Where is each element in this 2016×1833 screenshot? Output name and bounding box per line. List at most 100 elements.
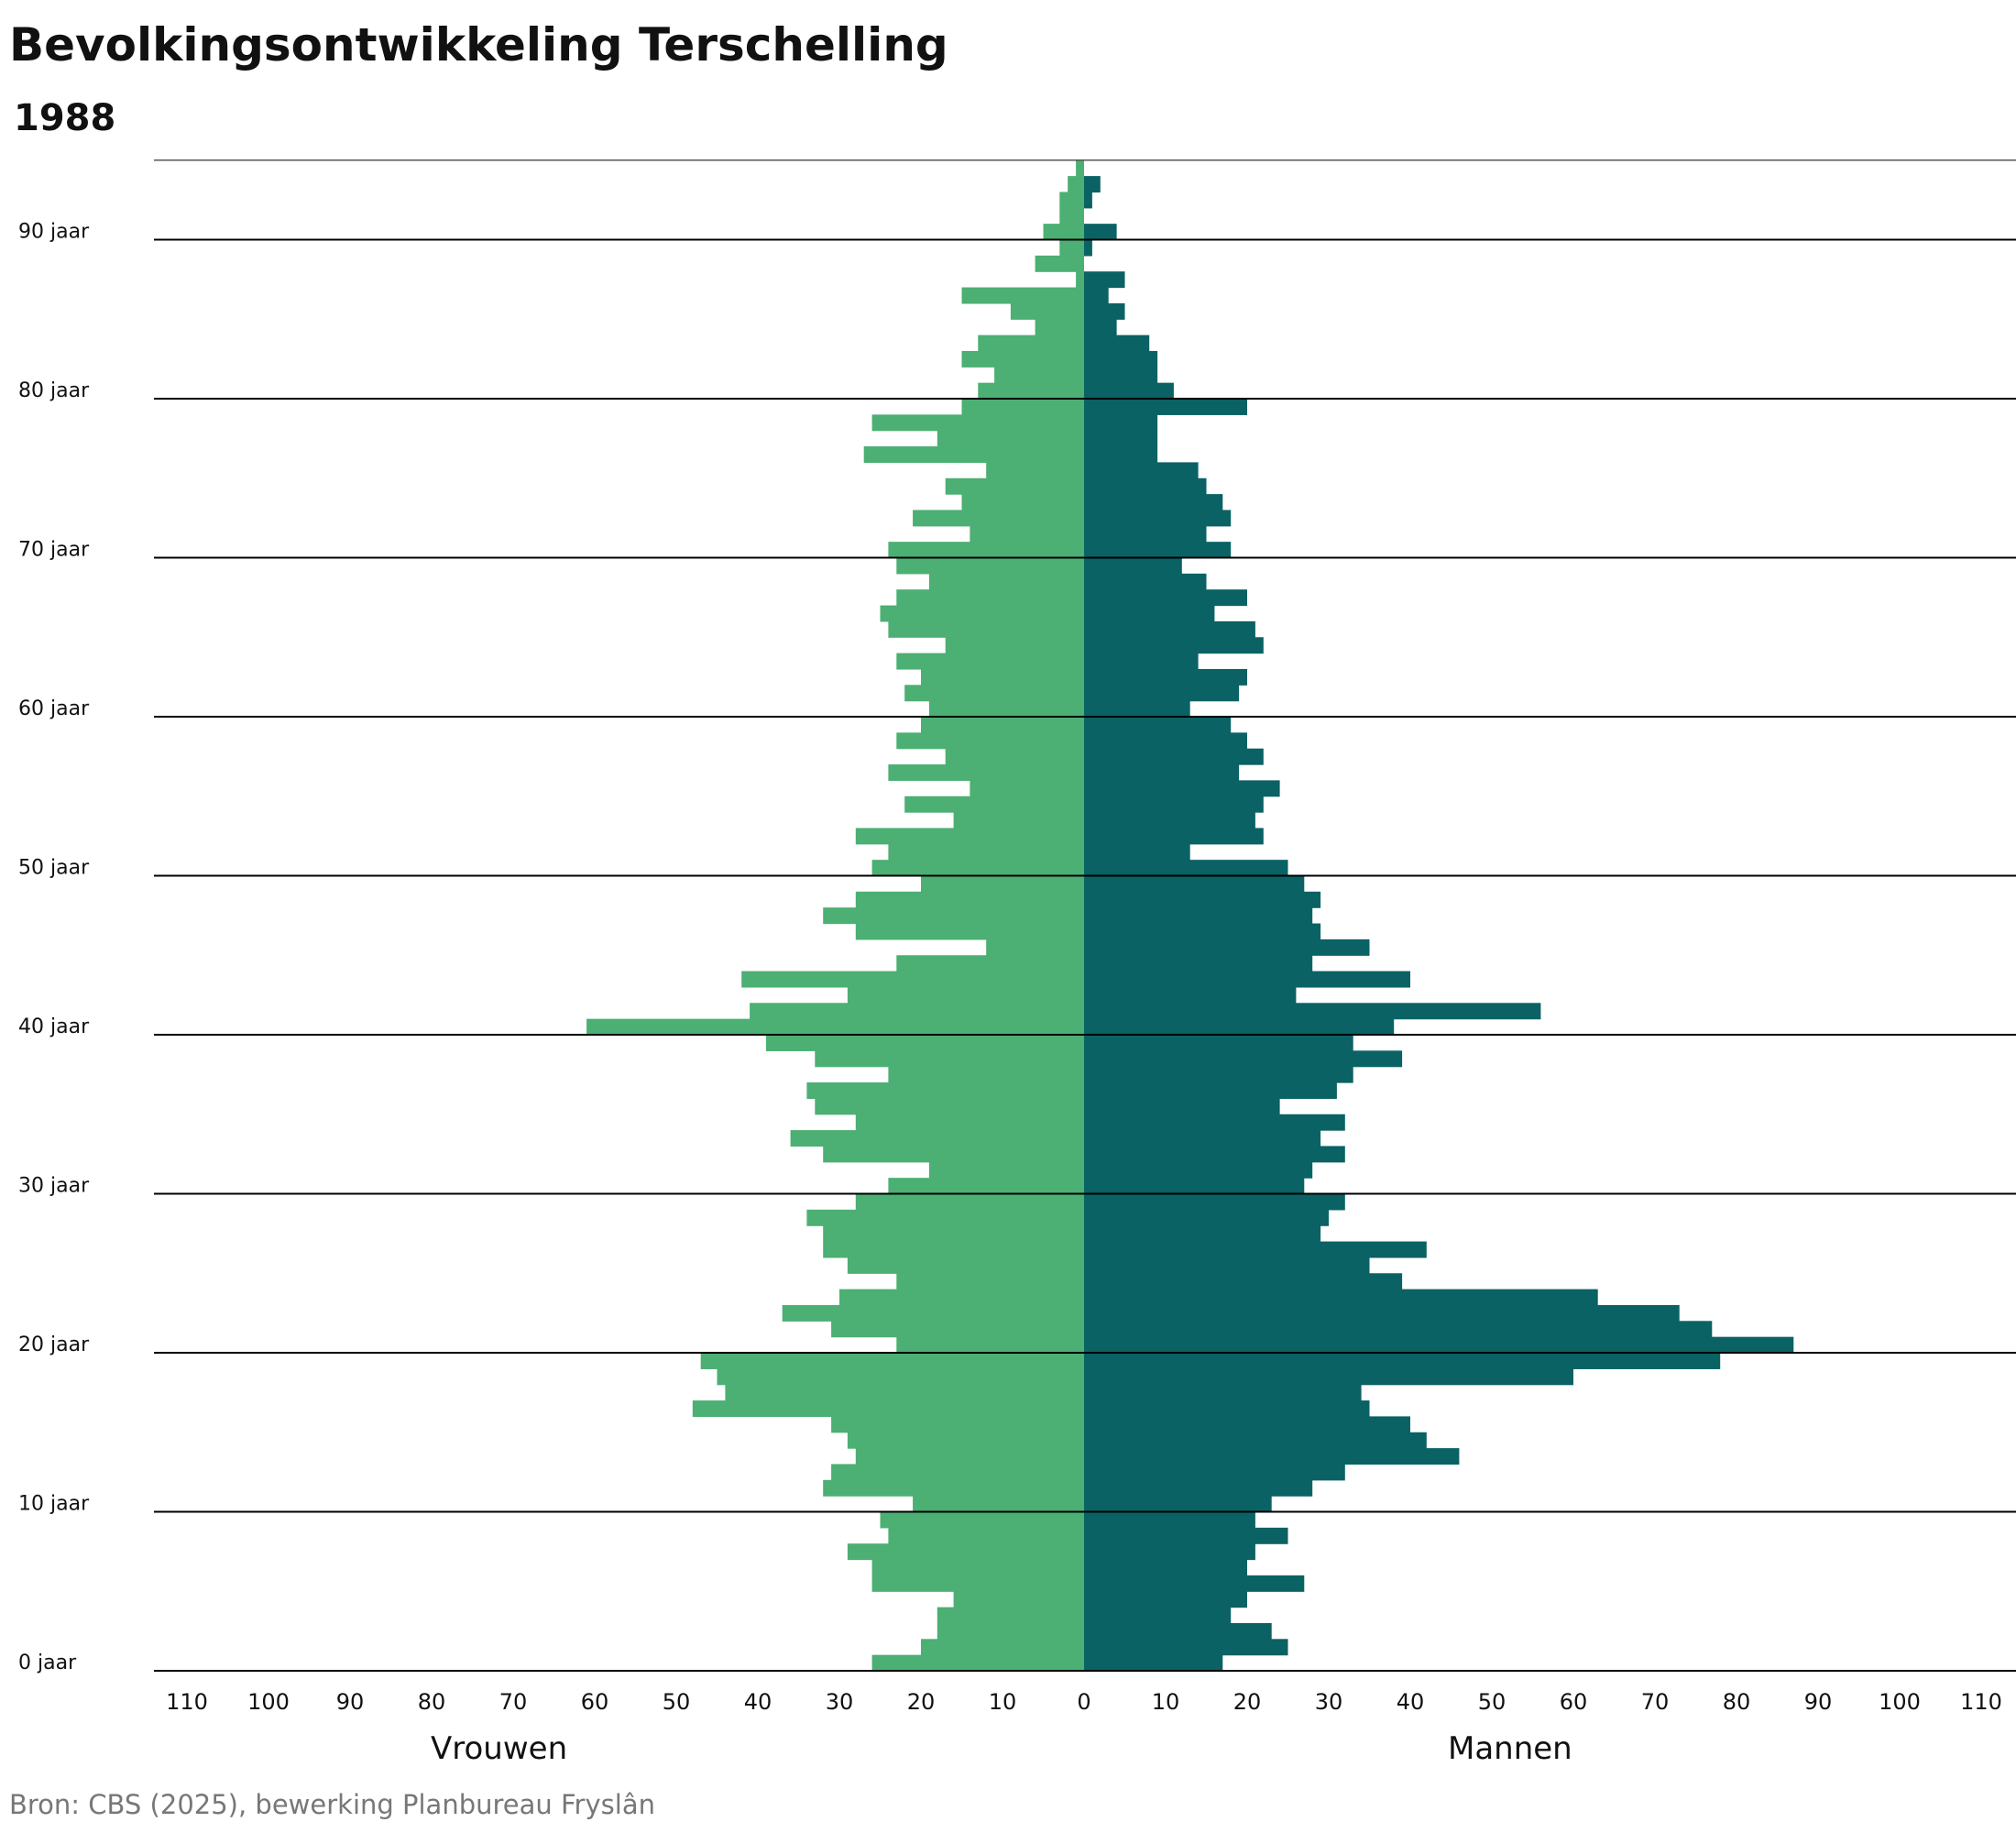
vrouwen-bar-age-66 [880,605,1084,622]
mannen-bar-age-92 [1084,192,1092,209]
mannen-bar-age-41 [1084,1003,1541,1020]
mannen-bar-age-90 [1084,224,1117,241]
mannen-bar-age-62 [1084,668,1247,686]
vrouwen-bar-age-45 [986,938,1084,956]
mannen-bar-age-38 [1084,1050,1403,1068]
mannen-bar-age-78 [1084,414,1158,432]
mannen-bar-age-0 [1084,1654,1223,1672]
mannen-bar-age-64 [1084,637,1264,654]
vrouwen-bar-age-14 [847,1432,1084,1449]
vrouwen-bar-age-6 [871,1559,1084,1576]
vrouwen-bar-age-65 [888,620,1084,638]
mannen-bar-age-77 [1084,430,1158,447]
vrouwen-bar-age-17 [725,1384,1084,1401]
vrouwen-bars [586,159,1084,1672]
x-tick-label: 0 [1077,1689,1090,1715]
vrouwen-bar-age-60 [928,700,1084,718]
mannen-bar-age-79 [1084,399,1247,415]
vrouwen-bar-age-73 [961,494,1084,511]
vrouwen-bar-age-16 [692,1400,1084,1417]
mannen-bar-age-86 [1084,287,1109,304]
y-tick-label: 60 jaar [18,697,90,720]
mannen-bar-age-71 [1084,525,1207,543]
vrouwen-bar-age-62 [921,668,1084,686]
vrouwen-bar-age-4 [953,1591,1084,1608]
x-tick-label: 100 [247,1689,290,1715]
vrouwen-bar-age-42 [847,986,1084,1004]
x-tick-label: 50 [1478,1689,1507,1715]
vrouwen-bar-age-82 [961,350,1084,368]
x-tick-label: 20 [907,1689,936,1715]
vrouwen-bar-age-54 [904,796,1084,813]
vrouwen-bar-age-11 [823,1479,1084,1497]
mannen-bar-age-30 [1084,1178,1305,1195]
mannen-bar-age-45 [1084,938,1370,956]
vrouwen-bar-age-68 [928,573,1084,590]
mannen-bar-age-23 [1084,1289,1598,1306]
vrouwen-bar-age-7 [847,1543,1084,1561]
mannen-bar-age-39 [1084,1035,1353,1051]
mannen-bar-age-2 [1084,1622,1272,1640]
mannen-bar-age-61 [1084,685,1240,702]
mannen-bar-age-18 [1084,1368,1573,1386]
vrouwen-bar-age-79 [961,399,1084,415]
mannen-bar-age-85 [1084,302,1125,320]
mannen-bar-age-80 [1084,382,1174,400]
vrouwen-bar-age-87 [1076,271,1084,289]
mannen-bar-age-35 [1084,1098,1280,1115]
mannen-bar-age-75 [1084,462,1199,479]
vrouwen-bar-age-94 [1076,159,1084,177]
x-tick-label: 70 [499,1689,528,1715]
mannen-bar-age-70 [1084,542,1232,559]
x-tick-label: 110 [1960,1689,2002,1715]
vrouwen-bar-age-15 [831,1416,1084,1433]
vrouwen-bar-age-18 [717,1368,1084,1386]
mannen-bar-age-65 [1084,620,1255,638]
vrouwen-bar-age-63 [896,653,1084,670]
mannen-bar-age-10 [1084,1496,1272,1513]
y-tick-label: 30 jaar [18,1175,90,1198]
mannen-bar-age-28 [1084,1209,1329,1226]
mannen-bar-age-40 [1084,1018,1395,1036]
mannen-bar-age-81 [1084,367,1158,384]
vrouwen-bar-age-75 [986,462,1084,479]
vrouwen-bar-age-48 [855,891,1084,908]
mannen-bar-age-72 [1084,510,1232,527]
vrouwen-bar-age-25 [847,1257,1084,1274]
vrouwen-bar-age-34 [855,1114,1084,1131]
mannen-bar-age-57 [1084,748,1264,765]
x-tick-label: 100 [1879,1689,1921,1715]
source-note: Bron: CBS (2025), bewerking Planbureau F… [9,1789,655,1820]
mannen-bar-age-21 [1084,1321,1713,1338]
vrouwen-bar-age-27 [823,1225,1084,1243]
mannen-bar-age-27 [1084,1225,1321,1243]
vrouwen-bar-age-50 [871,860,1084,877]
y-tick-label: 90 jaar [18,221,90,244]
vrouwen-bar-age-56 [888,764,1084,781]
vrouwen-bar-age-24 [896,1273,1084,1290]
vrouwen-bar-age-39 [765,1035,1084,1051]
mannen-axis-label: Mannen [1448,1730,1572,1767]
vrouwen-bar-age-83 [978,335,1084,352]
mannen-bar-age-22 [1084,1304,1680,1322]
mannen-bar-age-7 [1084,1543,1255,1561]
mannen-bar-age-53 [1084,812,1255,829]
vrouwen-bar-age-88 [1035,255,1084,272]
x-tick-label: 110 [166,1689,208,1715]
mannen-bar-age-59 [1084,717,1232,733]
x-tick-label: 80 [418,1689,446,1715]
mannen-bar-age-8 [1084,1527,1288,1544]
mannen-bar-age-37 [1084,1066,1353,1083]
vrouwen-bar-age-86 [961,287,1084,304]
mannen-bar-age-74 [1084,477,1207,495]
y-tick-label: 0 jaar [18,1652,77,1674]
mannen-bar-age-24 [1084,1273,1403,1290]
mannen-bar-age-44 [1084,955,1313,972]
gridlines [154,159,2016,1672]
mannen-bar-age-33 [1084,1130,1321,1147]
y-tick-label: 70 jaar [18,539,90,562]
mannen-bar-age-15 [1084,1416,1410,1433]
x-tick-label: 10 [989,1689,1017,1715]
x-tick-label: 40 [1397,1689,1425,1715]
x-axis-labels: 110 100 90 80 70 60 50 40 30 20 10 0 10 20 30 40 50 60 70 8… [166,1689,2002,1715]
